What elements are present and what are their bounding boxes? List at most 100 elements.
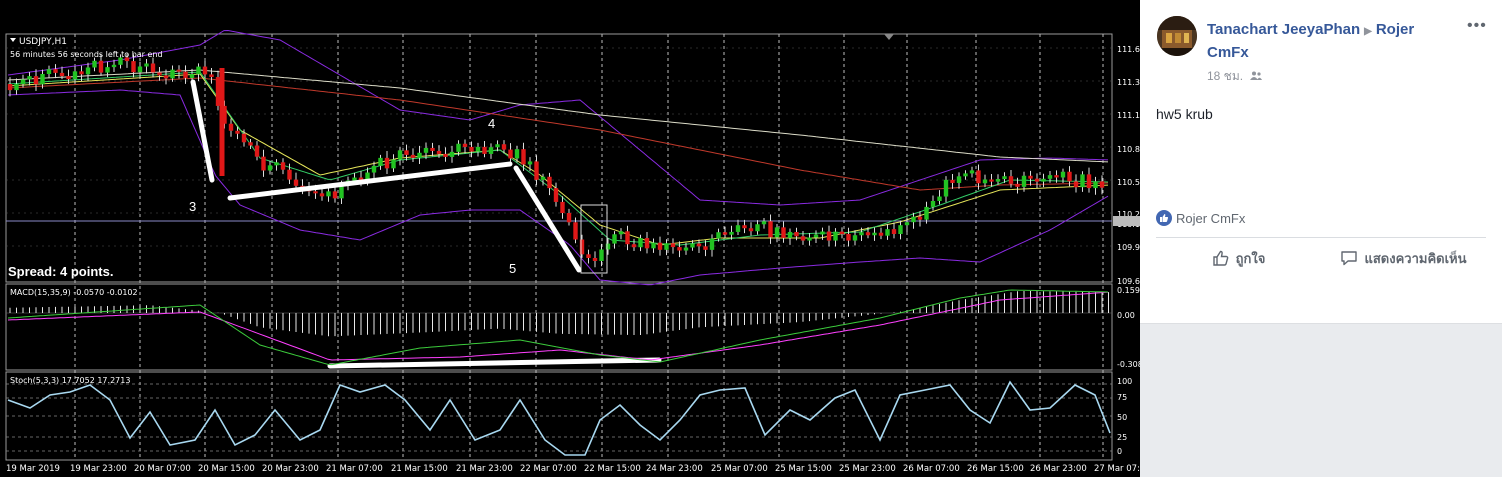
candle-bear <box>976 170 981 184</box>
post-actions: ถูกใจ แสดงความคิดเห็น <box>1156 240 1486 276</box>
ma-fastest <box>7 71 1109 246</box>
candle-bull <box>755 224 760 232</box>
comment-button[interactable]: แสดงความคิดเห็น <box>1321 240 1486 276</box>
candle-bear-large <box>219 68 225 176</box>
candle-bear <box>1015 183 1020 187</box>
candle-bull <box>859 232 864 236</box>
candle-bear <box>657 242 663 250</box>
actions-divider <box>1156 237 1486 238</box>
candle-bull <box>14 84 19 91</box>
candle-bull <box>40 73 45 85</box>
post-meta: 18 ชม. <box>1207 67 1263 86</box>
time-tick-label: 26 Mar 15:00 <box>967 464 1024 474</box>
candle-bear <box>722 232 728 235</box>
candle-bull <box>605 243 611 250</box>
candle-bull <box>378 157 383 166</box>
candle-bear <box>1054 175 1059 178</box>
candle-bear <box>163 75 169 79</box>
macd-tick-label: 0.00 <box>1117 311 1135 320</box>
more-options-icon[interactable]: ••• <box>1467 17 1487 34</box>
price-tick-label: 110.2 <box>1117 210 1140 219</box>
candle-bear <box>553 188 559 202</box>
candle-bear <box>534 161 539 180</box>
candle-bear <box>235 130 240 134</box>
candle-bull <box>1093 181 1098 189</box>
candle-bear <box>280 162 286 170</box>
candle-bear <box>1008 176 1014 184</box>
candle-bull <box>898 225 903 234</box>
candle-bear <box>293 179 299 186</box>
candle-bull <box>995 179 1001 182</box>
candle-bear <box>404 150 409 155</box>
macd-trendline <box>327 357 662 369</box>
candle-bear <box>800 236 806 241</box>
author-name[interactable]: Tanachart JeeyaPhan <box>1207 21 1361 38</box>
macd-label: MACD(15,35,9) -0.0570 -0.0102 <box>10 288 138 297</box>
candle-bear <box>469 146 474 152</box>
candle-bear <box>313 191 318 194</box>
avatar[interactable] <box>1157 16 1197 56</box>
candle-bear <box>215 77 221 106</box>
price-candles <box>7 53 1105 268</box>
candle-bear <box>586 254 591 258</box>
candle-bull <box>852 235 858 241</box>
candle-bear <box>644 238 650 249</box>
candle-bear <box>124 57 130 62</box>
candle-bear <box>631 244 637 248</box>
candle-bull <box>189 74 195 78</box>
candle-bear <box>560 201 565 214</box>
time-tick-label: 21 Mar 15:00 <box>391 464 448 474</box>
candle-bull <box>456 143 461 152</box>
candle-bear <box>839 231 845 235</box>
candle-bull <box>729 231 734 235</box>
candle-bear <box>98 60 104 73</box>
candle-bull <box>371 165 377 173</box>
time-tick-label: 25 Mar 23:00 <box>839 464 896 474</box>
candle-bear <box>781 227 786 238</box>
macd-panel-frame <box>5 283 1113 371</box>
time-tick-label: 20 Mar 07:00 <box>134 464 191 474</box>
candle-bear <box>566 213 572 223</box>
wave-line-5 <box>513 165 582 273</box>
candle-bull <box>956 176 962 183</box>
chart-menu-icon[interactable] <box>10 38 16 42</box>
candle-bear <box>508 149 513 159</box>
time-tick-label: 24 Mar 23:00 <box>646 464 703 474</box>
candle-bull <box>144 63 149 67</box>
upper-band <box>7 29 1109 206</box>
page-name[interactable]: Rojer CmFx <box>1207 21 1415 61</box>
candle-bear <box>436 150 442 154</box>
candle-bear <box>891 229 897 234</box>
candle-bull <box>527 161 533 165</box>
candle-bull <box>813 234 819 238</box>
spread-label: Spread: 4 points. <box>8 264 113 279</box>
time-axis: 19 Mar 2019 19 Mar 23:00 20 Mar 07:00 20 Ma… <box>6 464 1140 474</box>
candle-bull <box>111 64 117 68</box>
candle-bull <box>1080 174 1085 188</box>
macd-main-line <box>7 289 1109 366</box>
candle-bull <box>417 152 422 158</box>
candle-bear <box>462 143 468 147</box>
shift-marker-icon[interactable] <box>884 34 894 40</box>
candle-bear <box>547 176 552 189</box>
price-axis: 111.6111.3111.1110.8110.5110.2110.1109.9… <box>1113 45 1140 456</box>
candle-bull <box>930 201 936 207</box>
time-tick-label: 26 Mar 23:00 <box>1030 464 1087 474</box>
trading-chart[interactable]: 3 4 5 USDJPY,H1 56 minutes 56 seconds le… <box>0 0 1140 477</box>
candle-bull <box>92 60 97 68</box>
candle-bull <box>1047 175 1053 179</box>
post-time[interactable]: 18 ชม. <box>1207 69 1244 83</box>
avatar-image <box>1157 16 1197 56</box>
time-tick-label: 22 Mar 07:00 <box>520 464 577 474</box>
price-tick-label: 109.9 <box>1117 243 1140 252</box>
price-tick-label: 111.1 <box>1117 111 1140 120</box>
candle-bull <box>904 222 910 226</box>
stoch-tick-label: 75 <box>1117 393 1127 402</box>
reactions-summary[interactable]: Rojer CmFx <box>1156 210 1245 226</box>
chart-canvas: 3 4 5 USDJPY,H1 56 minutes 56 seconds le… <box>5 29 1140 474</box>
wave-drawing <box>190 79 662 369</box>
like-button[interactable]: ถูกใจ <box>1156 240 1321 276</box>
candle-bull <box>118 57 123 65</box>
post-text: hw5 krub <box>1156 106 1213 122</box>
candle-bull <box>664 243 669 250</box>
